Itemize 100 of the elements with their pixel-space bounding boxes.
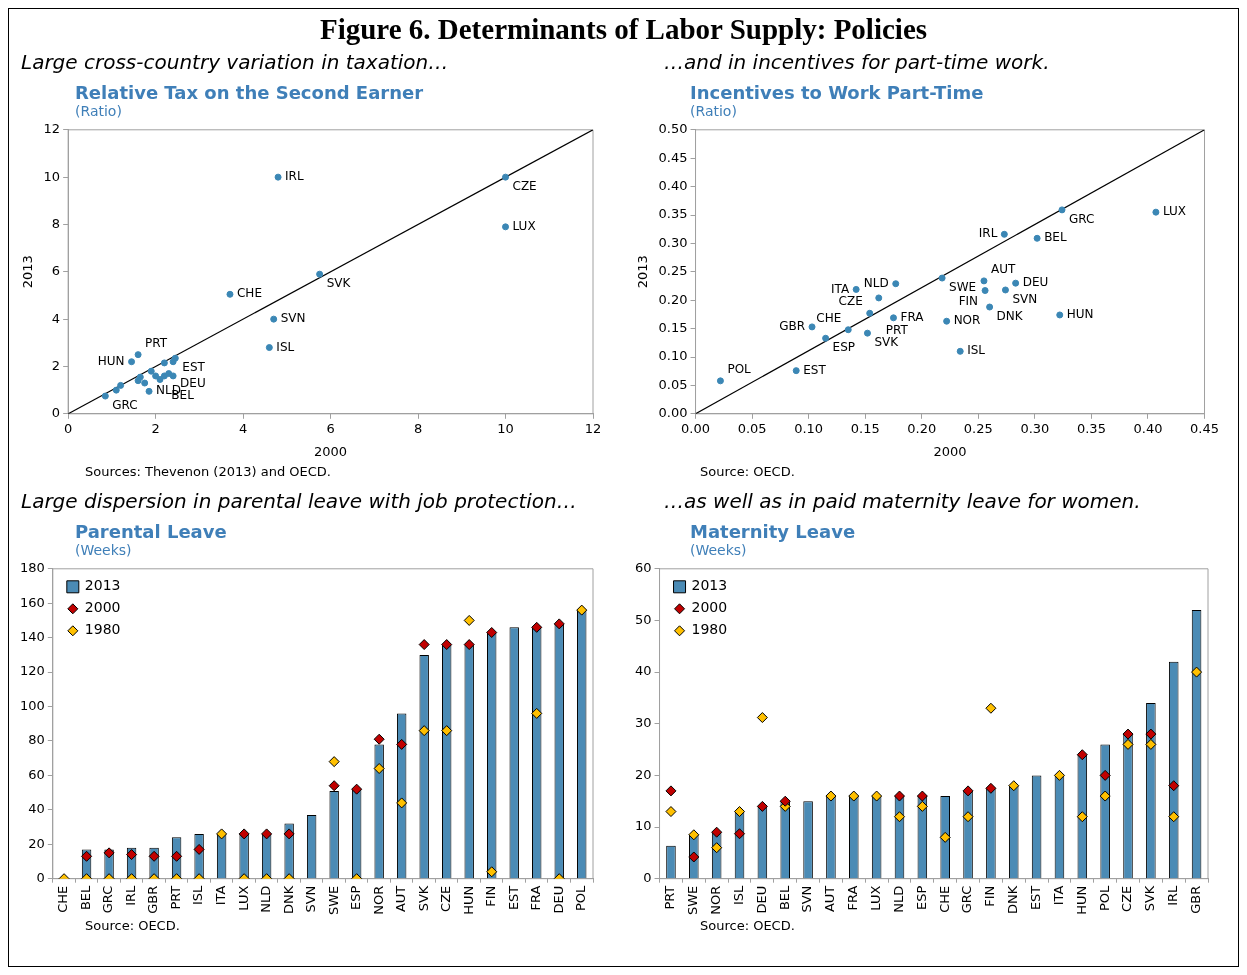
y-tick-label: 80 xyxy=(28,732,45,748)
point xyxy=(136,373,144,381)
point xyxy=(216,828,228,840)
source-note: Source: OECD. xyxy=(700,918,796,933)
x-tick-label: 0.20 xyxy=(907,420,937,436)
y-tick-label: 140 xyxy=(19,629,45,645)
point xyxy=(711,842,723,854)
point xyxy=(141,379,149,387)
x-tick-label: 0.15 xyxy=(850,420,880,436)
annotation: NLD xyxy=(863,275,889,290)
y-tick-label: 0 xyxy=(36,870,45,886)
annotation: GRC xyxy=(1069,212,1095,227)
point xyxy=(576,604,588,616)
point xyxy=(441,639,453,651)
point xyxy=(328,780,340,792)
point xyxy=(193,843,205,855)
x-tick-label: PRT xyxy=(167,885,183,910)
x-tick-label: ITA xyxy=(1050,885,1066,906)
y-tick-label: 0 xyxy=(51,405,61,421)
x-tick-label: EST xyxy=(505,885,521,911)
x-tick-label: 0.05 xyxy=(737,420,767,436)
annotation: FIN xyxy=(958,293,979,308)
point xyxy=(103,847,115,859)
source-note: Sources: Thevenon (2013) and OECD. xyxy=(85,464,332,479)
point xyxy=(261,828,273,840)
point xyxy=(169,372,177,380)
chart-title: Parental Leave xyxy=(75,521,228,542)
point xyxy=(852,285,860,293)
point xyxy=(665,806,677,818)
annotation: DEU xyxy=(1022,275,1049,290)
point xyxy=(1145,728,1157,740)
x-tick-label: HUN xyxy=(1073,885,1089,915)
x-axis-title: 2000 xyxy=(933,443,967,459)
point xyxy=(962,785,974,797)
y-axis-title: 2013 xyxy=(20,255,36,289)
x-tick-label: IRL xyxy=(122,884,138,906)
point xyxy=(980,277,988,285)
annotation: CHE xyxy=(816,310,842,325)
x-tick-label: HUN xyxy=(460,885,476,915)
x-tick-label: POL xyxy=(573,884,589,912)
point xyxy=(1008,780,1020,792)
annotation: SWE xyxy=(949,280,977,295)
y-tick-label: 0.20 xyxy=(658,291,688,307)
x-tick-label: 0.00 xyxy=(681,420,711,436)
point xyxy=(1076,811,1088,823)
x-tick-label: SWE xyxy=(325,885,341,916)
annotation: ESP xyxy=(832,340,856,355)
y-tick-label: 10 xyxy=(43,168,61,184)
point xyxy=(848,790,860,802)
x-tick-label: FRA xyxy=(528,885,544,911)
point xyxy=(148,850,160,862)
point xyxy=(665,785,677,797)
x-tick-label: GBR xyxy=(1187,885,1203,914)
y-tick-label: 0.50 xyxy=(658,121,688,137)
point xyxy=(938,274,946,282)
annotation: GRC xyxy=(112,398,138,413)
point xyxy=(889,314,897,322)
point xyxy=(101,392,109,400)
point xyxy=(274,173,282,181)
x-tick-label: IRL xyxy=(1165,884,1181,906)
point xyxy=(531,621,543,633)
point xyxy=(711,826,723,838)
annotation: IRL xyxy=(285,169,304,184)
y-tick-label: 30 xyxy=(635,715,652,731)
y-tick-label: 100 xyxy=(19,697,45,713)
annotation: SVK xyxy=(874,335,900,350)
annotation: ITA xyxy=(831,281,850,296)
point xyxy=(553,618,565,630)
y-tick-label: 0 xyxy=(643,870,652,886)
point xyxy=(418,639,430,651)
point xyxy=(844,326,852,334)
annotation: LUX xyxy=(512,218,536,233)
x-tick-label: ESP xyxy=(913,885,929,910)
point xyxy=(779,795,791,807)
y-tick-label: 6 xyxy=(51,263,61,279)
y-tick-label: 0.15 xyxy=(658,319,688,335)
x-axis-title: 2000 xyxy=(314,443,348,459)
x-tick-label: 12 xyxy=(584,420,602,436)
x-tick-label: 10 xyxy=(497,420,514,436)
chart-title: Maternity Leave xyxy=(690,521,857,542)
text: Large cross-country variation in taxation… xyxy=(21,50,450,74)
annotation: PRT xyxy=(885,323,909,338)
point xyxy=(373,733,385,745)
point xyxy=(1058,206,1066,214)
chart-subtitle: (Ratio) xyxy=(690,103,738,119)
x-tick-label: PRT xyxy=(662,885,678,910)
annotation: BEL xyxy=(1044,230,1067,245)
x-tick-label: 4 xyxy=(238,420,248,436)
y-tick-label: 10 xyxy=(635,818,652,834)
legend-label: 2013 xyxy=(691,577,728,594)
y-tick-label: 160 xyxy=(19,594,45,610)
y-tick-label: 0.10 xyxy=(658,348,688,364)
chart-subtitle: (Weeks) xyxy=(75,542,133,558)
y-tick-label: 60 xyxy=(28,766,45,782)
annotation: DEU xyxy=(180,375,206,390)
chart-title: Incentives to Work Part-Time xyxy=(690,82,985,103)
x-tick-label: 8 xyxy=(413,420,423,436)
point xyxy=(441,725,453,737)
point xyxy=(962,811,974,823)
x-tick-label: EST xyxy=(1027,885,1043,911)
